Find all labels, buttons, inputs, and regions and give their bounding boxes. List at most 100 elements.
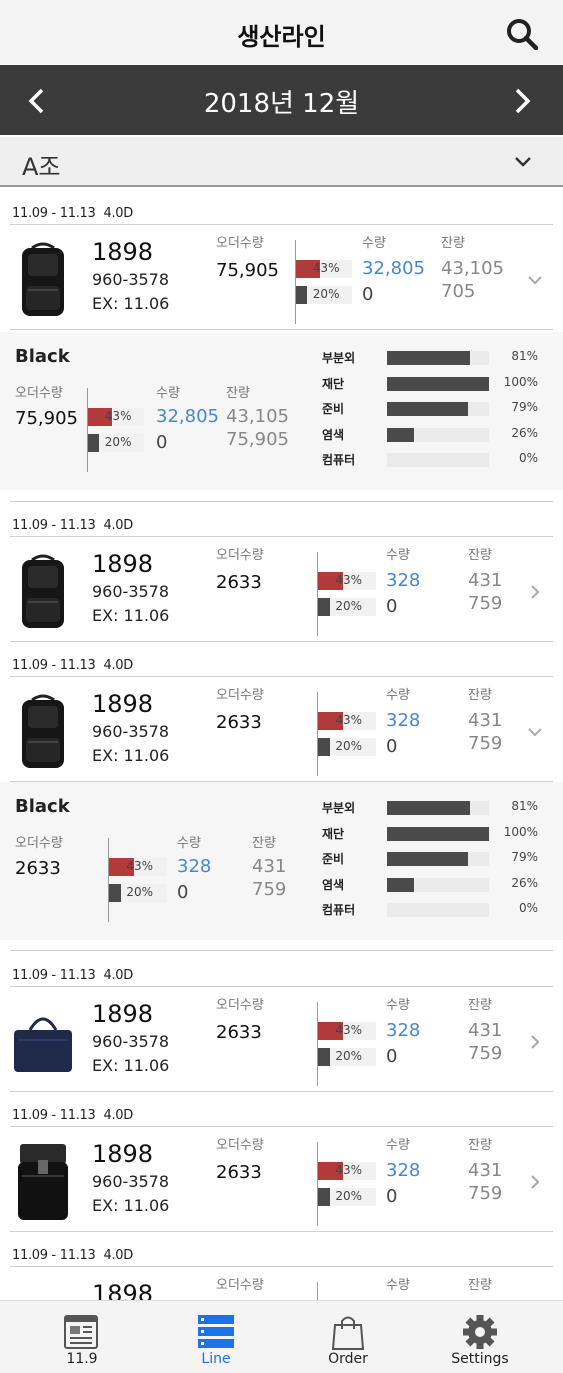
- remain-label: 잔량: [468, 1138, 492, 1153]
- tab-label: Line: [201, 1351, 231, 1367]
- chevron-down-icon[interactable]: [527, 724, 543, 740]
- progress-label: 20%: [335, 739, 363, 753]
- qty-label: 수량: [362, 236, 386, 251]
- chevron-down-icon[interactable]: [513, 155, 533, 169]
- progress-fill: [296, 260, 321, 278]
- shopping-bag-icon: [331, 1316, 365, 1350]
- chevron-right-icon[interactable]: [527, 1034, 543, 1050]
- order-qty-value: 2633: [216, 1022, 262, 1043]
- process-progress-track: [387, 801, 489, 815]
- qty-value-secondary: 0: [386, 1046, 398, 1067]
- production-list: 11.09 - 11.13 4.0D 1898 오더수량 수량 잔량 960-3578 EX:…: [0, 190, 563, 1300]
- production-card[interactable]: 11.09 - 11.13 4.0D 1898 오더수량 수량 잔량 960-3578 EX:…: [0, 502, 563, 642]
- group-selector[interactable]: A조: [0, 137, 563, 187]
- top-bar: 생산라인: [0, 0, 563, 65]
- progress-bar-2: 20%: [318, 1188, 376, 1206]
- chevron-right-icon[interactable]: [511, 87, 535, 115]
- process-row: 컴퓨터 0%: [322, 450, 542, 470]
- order-qty-label: 오더수량: [216, 998, 264, 1013]
- process-percent: 79%: [511, 850, 538, 864]
- chevron-left-icon[interactable]: [24, 87, 48, 115]
- remain-value-secondary: 75,905: [226, 429, 289, 450]
- production-card[interactable]: 11.09 - 11.13 4.0D 1898 오더수량 수량 잔량: [0, 1232, 563, 1300]
- qty-value: 328: [386, 570, 421, 591]
- remain-label: 잔량: [468, 1278, 492, 1293]
- order-qty-value: 2633: [15, 858, 61, 879]
- process-name: 준비: [322, 402, 345, 416]
- progress-label: 20%: [312, 287, 340, 301]
- order-qty-value: 75,905: [216, 260, 279, 281]
- progress-fill: [318, 712, 343, 730]
- divider: [295, 240, 296, 324]
- qty-label: 수량: [386, 548, 410, 563]
- progress-bar-2: 20%: [318, 1048, 376, 1066]
- production-card[interactable]: 11.09 - 11.13 4.0D 1898 오더수량 수량 잔량 960-3578 EX:…: [0, 642, 563, 782]
- tab-date[interactable]: 11.9: [12, 1301, 152, 1373]
- ex-date: EX: 11.06: [92, 1196, 170, 1215]
- product-thumbnail: [12, 552, 74, 632]
- remain-value: 431: [468, 570, 503, 591]
- divider: [317, 552, 318, 636]
- tab-label: 11.9: [66, 1351, 98, 1367]
- divider: [10, 536, 553, 537]
- product-code: 1898: [92, 238, 154, 266]
- tab-line[interactable]: Line: [146, 1301, 286, 1373]
- color-name: Black: [15, 796, 70, 817]
- product-code: 1898: [92, 550, 154, 578]
- group-label: A조: [22, 153, 61, 181]
- ex-date: EX: 11.06: [92, 1056, 170, 1075]
- qty-label: 수량: [177, 836, 201, 851]
- progress-label: 20%: [335, 599, 363, 613]
- progress-bar-2: 20%: [318, 598, 376, 616]
- product-code: 1898: [92, 1140, 154, 1168]
- remain-value-secondary: 705: [441, 281, 476, 302]
- process-name: 부분외: [322, 351, 356, 365]
- order-qty-label: 오더수량: [216, 1138, 264, 1153]
- remain-label: 잔량: [468, 548, 492, 563]
- process-progress-fill: [387, 826, 489, 841]
- date-range: 11.09 - 11.13 4.0D: [12, 1108, 133, 1123]
- process-name: 재단: [322, 826, 345, 841]
- search-icon[interactable]: [505, 18, 539, 50]
- process-progress-track: [387, 852, 489, 866]
- process-progress-track: [387, 877, 489, 892]
- process-name: 재단: [322, 376, 345, 391]
- chevron-down-icon[interactable]: [527, 272, 543, 288]
- process-progress-fill: [387, 852, 468, 866]
- divider: [10, 501, 553, 502]
- process-percent: 81%: [511, 349, 538, 363]
- month-label: 2018년 12월: [203, 89, 360, 119]
- product-thumbnail: [12, 1282, 74, 1300]
- process-progress-fill: [387, 376, 489, 391]
- progress-fill: [318, 738, 330, 756]
- order-qty-label: 오더수량: [216, 1278, 264, 1293]
- progress-bar-2: 20%: [109, 884, 167, 902]
- duration-label: 4.0D: [103, 658, 134, 673]
- process-percent: 100%: [503, 374, 538, 389]
- tab-settings[interactable]: Settings: [410, 1301, 550, 1373]
- progress-label: 43%: [335, 1163, 363, 1177]
- chevron-right-icon[interactable]: [527, 1174, 543, 1190]
- page-title: 생산라인: [237, 23, 326, 51]
- remain-value-secondary: 759: [468, 593, 503, 614]
- order-qty-value: 2633: [216, 572, 262, 593]
- production-card[interactable]: 11.09 - 11.13 4.0D 1898 오더수량 수량 잔량 960-3578 EX:…: [0, 190, 563, 330]
- progress-fill: [109, 858, 134, 876]
- process-percent: 26%: [511, 875, 538, 890]
- production-card[interactable]: 11.09 - 11.13 4.0D 1898 오더수량 수량 잔량 960-3578 EX:…: [0, 952, 563, 1092]
- tab-order[interactable]: Order: [278, 1301, 418, 1373]
- process-progress-fill: [387, 801, 470, 815]
- chevron-right-icon[interactable]: [527, 584, 543, 600]
- remain-label: 잔량: [252, 836, 276, 851]
- process-name: 준비: [322, 852, 345, 866]
- product-thumbnail: [12, 1002, 74, 1082]
- style-number: 960-3578: [92, 270, 170, 289]
- product-thumbnail: [12, 692, 74, 772]
- qty-value: 328: [386, 710, 421, 731]
- process-row: 준비 79%: [322, 399, 542, 419]
- divider: [317, 1142, 318, 1226]
- qty-value-secondary: 0: [156, 432, 168, 453]
- production-card[interactable]: 11.09 - 11.13 4.0D 1898 오더수량 수량 잔량 960-3578 EX:…: [0, 1092, 563, 1232]
- process-progress-track: [387, 376, 489, 391]
- progress-label: 20%: [335, 1189, 363, 1203]
